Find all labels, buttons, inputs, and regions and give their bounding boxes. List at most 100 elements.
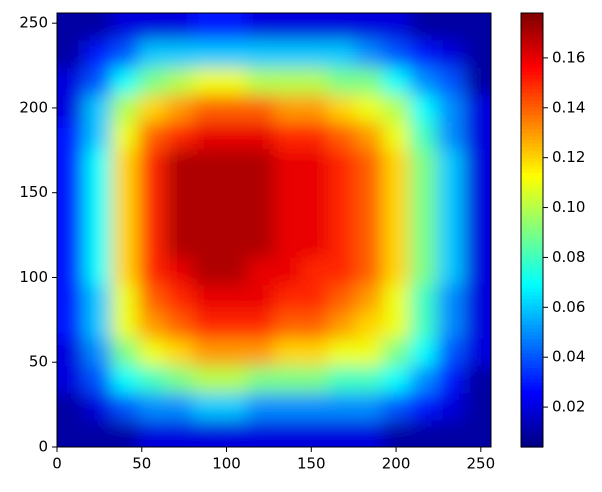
colorbar-segment — [521, 20, 543, 25]
heatmap-cell — [165, 67, 194, 95]
colorbar-segment — [521, 197, 543, 202]
colorbar-segment — [521, 284, 543, 289]
colorbar-segment — [521, 371, 543, 376]
colorbar-segment — [521, 27, 543, 32]
y-tick-label: 0 — [38, 438, 48, 456]
y-tick-label: 150 — [19, 183, 48, 201]
heatmap-cell — [246, 365, 275, 394]
heatmap-cell — [111, 230, 139, 258]
heatmap-cell — [274, 284, 302, 312]
heatmap-cell — [165, 40, 194, 68]
colorbar-segment — [521, 121, 543, 126]
colorbar-segment — [521, 150, 543, 155]
heatmap-cell — [301, 13, 329, 41]
colorbar-segment — [521, 421, 543, 426]
heatmap-cell — [165, 284, 194, 312]
y-tick-label: 250 — [19, 14, 48, 32]
heatmap-cell — [192, 202, 221, 231]
heatmap-cell — [84, 40, 112, 68]
heatmap-cell — [274, 148, 302, 177]
heatmap-cell — [301, 121, 329, 150]
heatmap-cell — [409, 121, 438, 150]
colorbar-segment — [521, 436, 543, 441]
colorbar-segment — [521, 139, 543, 144]
heatmap-cell — [328, 419, 356, 447]
heatmap-cell — [246, 13, 275, 41]
heatmap-cell — [138, 202, 166, 231]
heatmap-cell — [138, 257, 166, 285]
colorbar-segment — [521, 240, 543, 246]
colorbar-segment — [521, 428, 543, 434]
heatmap-cell — [57, 338, 85, 367]
colorbar-segment — [521, 403, 543, 408]
heatmap-cell — [138, 121, 166, 150]
colorbar-segment — [521, 175, 543, 180]
colorbar-segment — [521, 125, 543, 130]
colorbar-segment — [521, 262, 543, 267]
heatmap-cell — [409, 40, 438, 68]
heatmap-cell — [138, 338, 166, 367]
colorbar-segment — [521, 60, 543, 65]
heatmap-cell — [219, 257, 248, 285]
heatmap-cell — [246, 175, 275, 204]
colorbar-segment — [521, 186, 543, 191]
heatmap-cell — [301, 311, 329, 339]
colorbar-segment — [521, 78, 543, 83]
x-tick-label: 250 — [467, 455, 496, 473]
heatmap-cell — [165, 257, 194, 285]
heatmap-cell — [436, 419, 465, 447]
heatmap-cell — [382, 257, 411, 285]
heatmap-cell — [111, 13, 139, 41]
colorbar-segment — [521, 305, 543, 311]
heatmap-cell — [219, 392, 248, 421]
heatmap-cell — [111, 202, 139, 231]
colorbar-segment — [521, 425, 543, 430]
heatmap-cell — [382, 40, 411, 68]
heatmap-cell — [192, 67, 221, 95]
heatmap-cell — [246, 40, 275, 68]
colorbar-segment — [521, 161, 543, 166]
heatmap-cell — [274, 121, 302, 150]
heatmap-cell — [328, 67, 356, 95]
heatmap-cell — [84, 121, 112, 150]
heatmap-cell — [84, 257, 112, 285]
heatmap-cell — [192, 365, 221, 394]
heatmap-cell — [301, 338, 329, 367]
plot-area — [57, 13, 491, 447]
heatmap-cell — [192, 419, 221, 447]
colorbar-segment — [521, 324, 543, 329]
colorbar-segment — [521, 211, 543, 217]
heatmap-cell — [111, 67, 139, 95]
heatmap-cell — [57, 121, 85, 150]
heatmap-cell — [409, 148, 438, 177]
heatmap-cell — [84, 148, 112, 177]
colorbar-segment — [521, 237, 543, 242]
heatmap-cell — [219, 338, 248, 367]
heatmap-cell — [246, 284, 275, 312]
heatmap-cell — [355, 338, 383, 367]
colorbar-segment — [521, 204, 543, 209]
heatmap-cell — [138, 94, 166, 122]
heatmap-cell — [355, 40, 383, 68]
heatmap-cell — [57, 311, 85, 339]
heatmap-cell — [84, 67, 112, 95]
colorbar-segment — [521, 81, 543, 86]
x-tick-label: 50 — [132, 455, 151, 473]
heatmap-cell — [192, 175, 221, 204]
colorbar-segment — [521, 367, 543, 372]
colorbar-segment — [521, 146, 543, 152]
heatmap-cell — [138, 148, 166, 177]
heatmap-cell — [301, 284, 329, 312]
heatmap-cell — [382, 230, 411, 258]
colorbar-segment — [521, 135, 543, 141]
heatmap-cell — [57, 202, 85, 231]
heatmap-cell — [165, 365, 194, 394]
colorbar-segment — [521, 31, 543, 36]
heatmap-cell — [409, 67, 438, 95]
colorbar-segment — [521, 309, 543, 314]
heatmap-cell — [382, 311, 411, 339]
heatmap-cell — [409, 392, 438, 421]
colorbar-segment — [521, 38, 543, 43]
colorbar-tick-label: 0.12 — [552, 148, 585, 166]
